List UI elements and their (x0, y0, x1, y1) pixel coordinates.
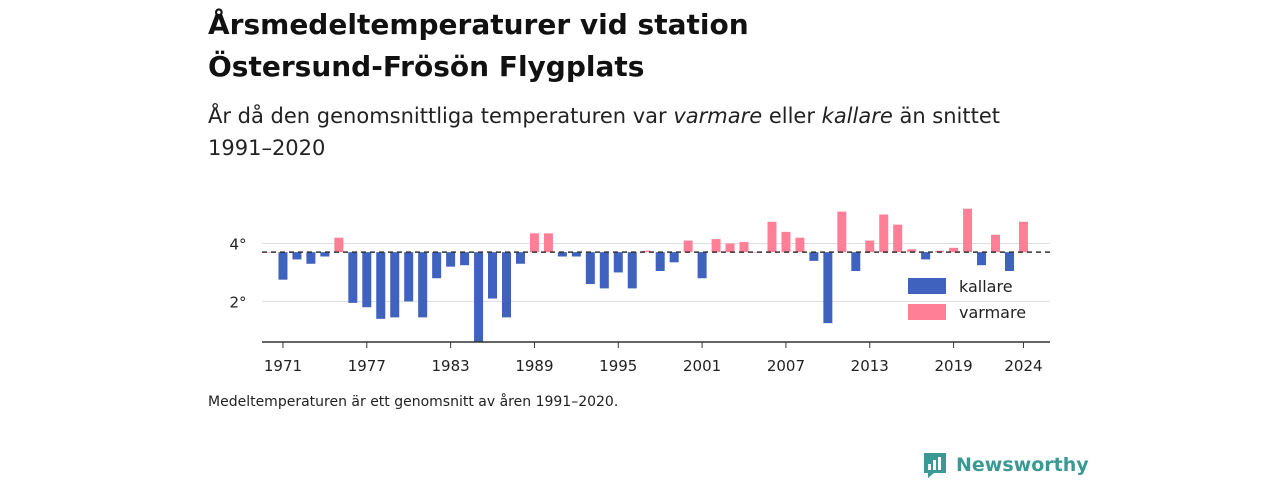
bar-1973 (306, 252, 316, 264)
bar-1981 (418, 252, 428, 318)
bar-1994 (599, 252, 609, 289)
chart-title-line2: Östersund-Frösön Flygplats (208, 50, 645, 83)
bar-1992 (571, 252, 581, 257)
footnote: Medeltemperaturen är ett genomsnitt av å… (208, 394, 619, 410)
bar-2003 (725, 243, 735, 253)
bar-1970 (264, 252, 274, 253)
bar-1990 (543, 233, 553, 253)
bar-2016 (907, 249, 917, 253)
bar-2002 (711, 239, 721, 253)
bar-1975 (334, 237, 344, 253)
bar-2017 (921, 252, 931, 260)
x-tick-label-2001: 2001 (683, 357, 721, 375)
bar-2019 (949, 247, 959, 253)
bar-1984 (460, 252, 470, 266)
x-tick-label-2013: 2013 (851, 357, 889, 375)
bar-2015 (893, 224, 903, 253)
chart-subtitle: År då den genomsnittliga temperaturen va… (208, 100, 1028, 164)
bar-1985 (474, 252, 484, 342)
bar-1978 (376, 252, 386, 319)
bar-2001 (697, 252, 707, 279)
bar-1998 (655, 252, 665, 271)
subtitle-part3: än snittet (892, 104, 1001, 128)
x-tick-label-1977: 1977 (348, 357, 386, 375)
subtitle-em-kallare: kallare (821, 104, 893, 128)
legend-label-kallare: kallare (959, 277, 1013, 296)
x-tick-label-1983: 1983 (432, 357, 470, 375)
bar-1989 (529, 233, 539, 253)
bar-1988 (515, 252, 525, 264)
bar-2014 (879, 214, 889, 253)
legend-swatch-kallare (908, 278, 946, 294)
newsworthy-logo-icon (924, 453, 946, 478)
bar-2000 (683, 240, 693, 253)
y-tick-label-4: 4° (229, 235, 246, 253)
bar-2024 (1018, 221, 1028, 253)
bar-1977 (362, 252, 372, 308)
x-tick-label-2007: 2007 (767, 357, 805, 375)
bar-1991 (557, 252, 567, 257)
bar-1979 (390, 252, 400, 318)
bar-1999 (669, 252, 679, 263)
bar-2020 (963, 208, 973, 253)
x-tick-label-1995: 1995 (599, 357, 637, 375)
bar-1986 (488, 252, 498, 299)
bar-2009 (809, 252, 819, 261)
x-tick-label-1971: 1971 (264, 357, 302, 375)
bar-2008 (795, 237, 805, 253)
bar-1972 (292, 252, 302, 260)
y-tick-label-2: 2° (229, 293, 246, 311)
bar-1983 (446, 252, 456, 267)
bar-2011 (837, 211, 847, 253)
bar-1995 (613, 252, 623, 273)
subtitle-em-varmare: varmare (673, 104, 763, 128)
x-tick-label-2024: 2024 (1004, 357, 1042, 375)
subtitle-part2: eller (762, 104, 822, 128)
brand: Newsworthy (922, 450, 1089, 480)
bar-2004 (739, 242, 749, 253)
x-tick-label-1989: 1989 (515, 357, 553, 375)
bar-1987 (502, 252, 512, 318)
x-tick-label-2019: 2019 (935, 357, 973, 375)
bar-2021 (977, 252, 987, 266)
bar-2010 (823, 252, 833, 324)
chart-title: Årsmedeltemperaturer vid station Östersu… (208, 4, 1008, 88)
bar-1971 (278, 252, 288, 280)
bar-2012 (851, 252, 861, 271)
bar-1993 (585, 252, 595, 285)
bar-1976 (348, 252, 358, 303)
subtitle-line2: 1991–2020 (208, 136, 326, 160)
subtitle-part1: År då den genomsnittliga temperaturen va… (208, 104, 674, 128)
bar-2022 (991, 234, 1001, 253)
bar-1980 (404, 252, 414, 302)
bar-2013 (865, 240, 875, 253)
chart-title-line1: Årsmedeltemperaturer vid station (208, 8, 749, 41)
bar-1997 (641, 250, 651, 253)
legend-label-varmare: varmare (959, 303, 1026, 322)
bar-1974 (320, 252, 330, 257)
bar-2007 (781, 231, 791, 253)
bar-1982 (432, 252, 442, 279)
bar-1996 (627, 252, 637, 289)
bar-2006 (767, 221, 777, 253)
brand-name: Newsworthy (956, 454, 1089, 476)
legend-swatch-varmare (908, 304, 946, 320)
bar-2023 (1004, 252, 1014, 271)
